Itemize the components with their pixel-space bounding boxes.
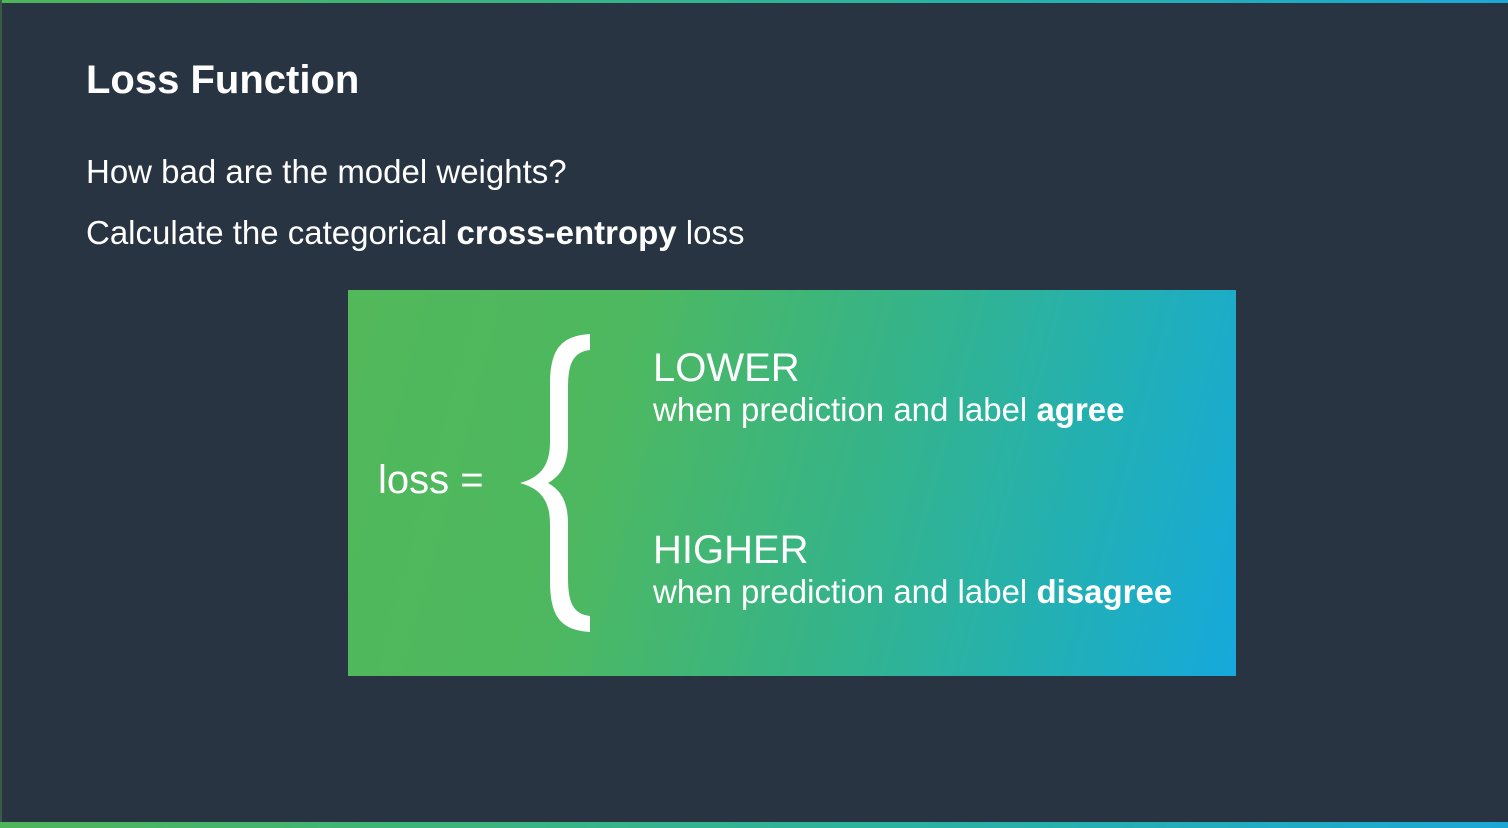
case-higher-emphasis: disagree [1036, 573, 1173, 610]
case-higher: HIGHER when prediction and label disagre… [653, 528, 1172, 612]
case-lower-emphasis: agree [1036, 391, 1125, 428]
loss-definition-panel: loss = LOWER when prediction and label a… [348, 290, 1236, 676]
case-lower-text: when prediction and label agree [653, 390, 1125, 430]
instruction-prefix: Calculate the categorical [86, 214, 457, 251]
case-higher-description: when prediction and label [653, 573, 1037, 610]
curly-brace-icon [520, 334, 590, 632]
instruction-line: Calculate the categorical cross-entropy … [86, 213, 744, 253]
case-lower: LOWER when prediction and label agree [653, 346, 1125, 430]
case-higher-heading: HIGHER [653, 528, 809, 572]
instruction-suffix: loss [676, 214, 745, 251]
loss-equals-label: loss = [378, 458, 484, 502]
case-lower-heading: LOWER [653, 346, 800, 390]
question-line: How bad are the model weights? [86, 153, 567, 190]
slide-title: Loss Function [86, 58, 360, 102]
instruction-emphasis: cross-entropy [456, 214, 677, 251]
case-lower-description: when prediction and label [653, 391, 1037, 428]
case-higher-text: when prediction and label disagree [653, 572, 1172, 612]
bottom-accent-bar [0, 822, 1508, 828]
left-edge-line [0, 0, 2, 828]
top-accent-bar [0, 0, 1508, 3]
